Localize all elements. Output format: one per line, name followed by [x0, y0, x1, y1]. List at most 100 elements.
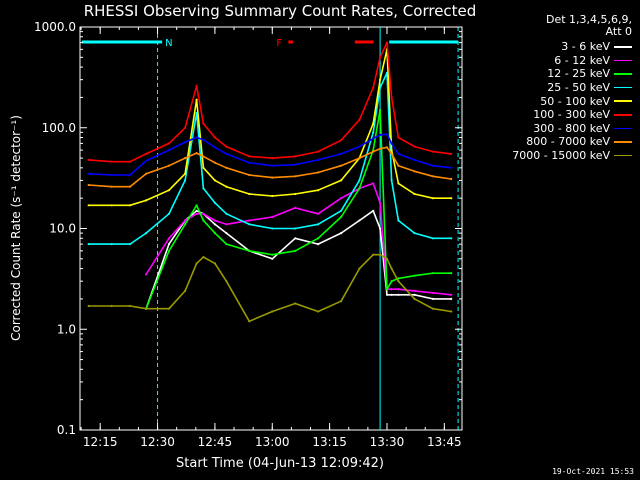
data-point [271, 164, 274, 167]
legend-label: 50 - 100 keV [540, 94, 610, 108]
legend-item: 3 - 6 keV [482, 40, 632, 54]
data-point [271, 176, 274, 179]
data-point [379, 108, 382, 112]
data-point [202, 122, 205, 125]
data-point [379, 253, 382, 256]
legend-item: 800 - 7000 keV [482, 135, 632, 149]
data-point [248, 161, 251, 164]
data-point [195, 209, 198, 212]
x-tick-label: 12:45 [198, 435, 233, 449]
y-axis-label: Corrected Count Rate (s⁻¹ detector⁻¹) [9, 115, 23, 341]
data-point [340, 179, 343, 182]
data-point [397, 293, 400, 296]
data-point [184, 141, 187, 144]
legend-swatch [614, 59, 632, 62]
data-point [145, 273, 148, 276]
data-point [431, 150, 434, 153]
series-line-4 [88, 72, 452, 245]
data-point [431, 297, 434, 300]
data-point [128, 304, 132, 308]
legend-entries: 3 - 6 keV 6 - 12 keV 12 - 25 keV 25 - 50 ke… [482, 40, 632, 162]
data-point [450, 272, 453, 275]
data-point [390, 288, 393, 291]
y-tick-label: 100.0 [42, 121, 76, 135]
x-tick-label: 12:30 [140, 435, 175, 449]
data-point [413, 192, 416, 196]
data-point [431, 307, 434, 310]
data-point [195, 212, 198, 215]
data-point [340, 197, 343, 200]
data-point [225, 280, 228, 283]
data-point [340, 300, 343, 303]
data-point [167, 212, 171, 215]
data-point [213, 161, 216, 164]
data-point [87, 172, 90, 175]
flag-label-F: F [276, 38, 282, 49]
data-point [271, 253, 274, 256]
data-point [195, 204, 198, 207]
data-point [167, 243, 171, 246]
data-point [390, 149, 393, 152]
data-point [379, 133, 382, 136]
legend-label: 25 - 50 keV [547, 81, 610, 95]
data-point [184, 289, 187, 292]
data-point [431, 164, 434, 167]
data-point [225, 145, 228, 148]
data-point [385, 41, 389, 44]
data-point [184, 179, 187, 182]
data-point [358, 187, 361, 190]
data-point [195, 262, 198, 265]
legend-item: 25 - 50 keV [482, 81, 632, 95]
data-point [372, 209, 375, 212]
data-point [340, 152, 343, 155]
data-point [271, 257, 274, 260]
y-tick-label: 10.0 [49, 222, 76, 236]
data-point [340, 139, 343, 142]
data-point [317, 223, 320, 226]
data-point [202, 219, 205, 222]
legend-item: 7000 - 15000 keV [482, 149, 632, 163]
data-point [167, 237, 171, 240]
data-point [390, 152, 393, 155]
data-point [195, 136, 198, 139]
data-point [372, 86, 375, 89]
legend-swatch [614, 127, 632, 130]
data-point [450, 177, 453, 181]
data-point [271, 194, 274, 198]
y-tick-label: 1.0 [57, 322, 76, 336]
series-line-7 [88, 133, 452, 176]
data-point [271, 310, 274, 313]
data-point [184, 219, 187, 222]
data-point [184, 172, 187, 175]
data-point [87, 204, 90, 207]
x-tick-label: 12:15 [83, 435, 118, 449]
data-point [397, 280, 400, 283]
y-tick-label: 1000.0 [34, 20, 76, 34]
data-point [413, 289, 416, 292]
data-point [167, 142, 171, 145]
data-point [248, 219, 251, 222]
data-point [225, 152, 228, 155]
legend: Det 1,3,4,5,6,9, Att 0 3 - 6 keV 6 - 12 k… [482, 14, 632, 162]
data-point [294, 237, 297, 240]
legend-item: 6 - 12 keV [482, 54, 632, 68]
data-point [358, 219, 361, 222]
data-point [248, 249, 251, 252]
data-point [145, 232, 148, 235]
x-tick-label: 13:15 [312, 435, 347, 449]
data-point [248, 223, 251, 226]
x-axis-label: Start Time (04-Jun-13 12:09:42) [176, 456, 384, 471]
data-point [248, 173, 251, 177]
data-point [87, 243, 90, 246]
data-point [372, 150, 375, 153]
legend-swatch [614, 113, 632, 116]
data-point [450, 237, 453, 240]
data-point [385, 293, 389, 296]
data-point [202, 256, 205, 259]
data-point [128, 160, 132, 163]
data-point [413, 293, 416, 296]
data-point [145, 199, 148, 202]
data-point [413, 170, 416, 173]
data-point [110, 185, 113, 188]
data-point [87, 158, 90, 161]
